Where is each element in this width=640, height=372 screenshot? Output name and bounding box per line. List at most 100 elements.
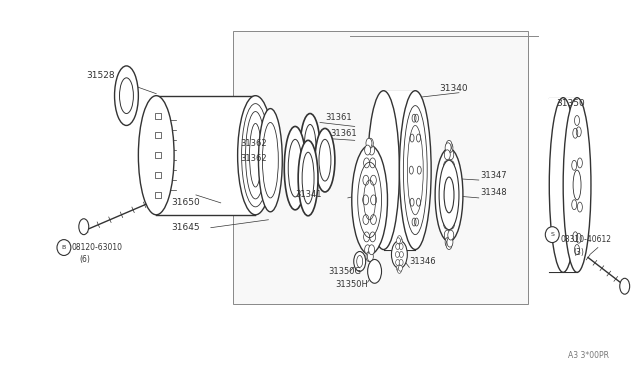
Ellipse shape bbox=[138, 96, 174, 215]
Ellipse shape bbox=[300, 113, 320, 183]
Ellipse shape bbox=[284, 126, 306, 210]
Ellipse shape bbox=[396, 238, 401, 244]
Ellipse shape bbox=[444, 219, 449, 229]
Ellipse shape bbox=[447, 237, 453, 247]
Ellipse shape bbox=[620, 278, 630, 294]
Polygon shape bbox=[156, 132, 161, 138]
Text: 31362: 31362 bbox=[241, 154, 268, 163]
Ellipse shape bbox=[366, 251, 372, 262]
Ellipse shape bbox=[399, 259, 403, 265]
Ellipse shape bbox=[367, 91, 399, 250]
Polygon shape bbox=[549, 98, 577, 272]
Polygon shape bbox=[383, 91, 415, 250]
Ellipse shape bbox=[396, 259, 399, 265]
Ellipse shape bbox=[445, 143, 451, 153]
Ellipse shape bbox=[448, 150, 454, 160]
Ellipse shape bbox=[57, 240, 71, 256]
Ellipse shape bbox=[246, 112, 266, 199]
Ellipse shape bbox=[363, 175, 369, 185]
Polygon shape bbox=[156, 113, 161, 119]
Ellipse shape bbox=[79, 219, 89, 235]
Ellipse shape bbox=[370, 232, 376, 242]
Ellipse shape bbox=[449, 205, 455, 215]
Ellipse shape bbox=[399, 244, 403, 250]
Text: 31350G: 31350G bbox=[328, 267, 361, 276]
Ellipse shape bbox=[399, 238, 403, 244]
Text: 31361: 31361 bbox=[325, 113, 351, 122]
Ellipse shape bbox=[449, 174, 455, 185]
Ellipse shape bbox=[448, 230, 454, 240]
Text: 31362: 31362 bbox=[241, 139, 268, 148]
Ellipse shape bbox=[369, 145, 374, 155]
Ellipse shape bbox=[371, 215, 376, 225]
Text: 31650: 31650 bbox=[171, 198, 200, 207]
Ellipse shape bbox=[444, 174, 449, 185]
Ellipse shape bbox=[545, 227, 559, 243]
Ellipse shape bbox=[449, 190, 455, 200]
Ellipse shape bbox=[449, 161, 454, 171]
Ellipse shape bbox=[364, 158, 369, 168]
Ellipse shape bbox=[435, 148, 463, 241]
Text: (6): (6) bbox=[80, 255, 91, 264]
Text: A3 3*00PR: A3 3*00PR bbox=[568, 351, 609, 360]
Polygon shape bbox=[233, 31, 529, 304]
Ellipse shape bbox=[446, 240, 452, 250]
Text: 31645: 31645 bbox=[171, 223, 200, 232]
Ellipse shape bbox=[259, 109, 282, 212]
Ellipse shape bbox=[371, 175, 376, 185]
Ellipse shape bbox=[549, 98, 577, 272]
Ellipse shape bbox=[298, 140, 318, 216]
Ellipse shape bbox=[352, 145, 387, 254]
Ellipse shape bbox=[399, 91, 431, 250]
Ellipse shape bbox=[315, 128, 335, 192]
Ellipse shape bbox=[447, 143, 453, 153]
Ellipse shape bbox=[370, 158, 376, 168]
Ellipse shape bbox=[444, 177, 454, 213]
Text: 31350H: 31350H bbox=[335, 280, 368, 289]
Ellipse shape bbox=[371, 195, 376, 205]
Text: 31350: 31350 bbox=[556, 99, 585, 108]
Ellipse shape bbox=[445, 237, 451, 247]
Ellipse shape bbox=[369, 245, 374, 255]
Ellipse shape bbox=[392, 241, 407, 268]
Ellipse shape bbox=[365, 245, 371, 255]
Ellipse shape bbox=[444, 205, 449, 215]
Ellipse shape bbox=[443, 190, 449, 200]
Ellipse shape bbox=[363, 215, 369, 225]
Ellipse shape bbox=[354, 251, 365, 271]
Polygon shape bbox=[156, 172, 161, 178]
Ellipse shape bbox=[115, 66, 138, 125]
Text: 08120-63010: 08120-63010 bbox=[72, 243, 123, 252]
Ellipse shape bbox=[444, 161, 449, 171]
Ellipse shape bbox=[364, 232, 369, 242]
Text: 31347: 31347 bbox=[481, 171, 508, 180]
Polygon shape bbox=[156, 192, 161, 198]
Text: 31361: 31361 bbox=[330, 129, 356, 138]
Polygon shape bbox=[156, 96, 255, 215]
Ellipse shape bbox=[446, 140, 452, 150]
Ellipse shape bbox=[563, 98, 591, 272]
Ellipse shape bbox=[237, 96, 273, 215]
Ellipse shape bbox=[366, 138, 372, 148]
Text: S: S bbox=[550, 232, 554, 237]
Text: 31346: 31346 bbox=[410, 257, 436, 266]
Ellipse shape bbox=[365, 145, 371, 155]
Ellipse shape bbox=[449, 219, 454, 229]
Ellipse shape bbox=[367, 259, 381, 283]
Text: 31341: 31341 bbox=[295, 190, 322, 199]
Ellipse shape bbox=[439, 160, 459, 230]
Text: 31528: 31528 bbox=[87, 71, 115, 80]
Ellipse shape bbox=[399, 265, 403, 271]
Ellipse shape bbox=[367, 251, 373, 262]
Ellipse shape bbox=[399, 251, 403, 257]
Ellipse shape bbox=[396, 251, 399, 257]
Text: 31340: 31340 bbox=[439, 84, 468, 93]
Ellipse shape bbox=[396, 244, 399, 250]
Text: B: B bbox=[62, 245, 66, 250]
Ellipse shape bbox=[367, 138, 373, 148]
Text: 08310-40612: 08310-40612 bbox=[560, 235, 611, 244]
Ellipse shape bbox=[396, 265, 401, 271]
Polygon shape bbox=[156, 152, 161, 158]
Ellipse shape bbox=[444, 150, 451, 160]
Text: (3): (3) bbox=[573, 248, 584, 257]
